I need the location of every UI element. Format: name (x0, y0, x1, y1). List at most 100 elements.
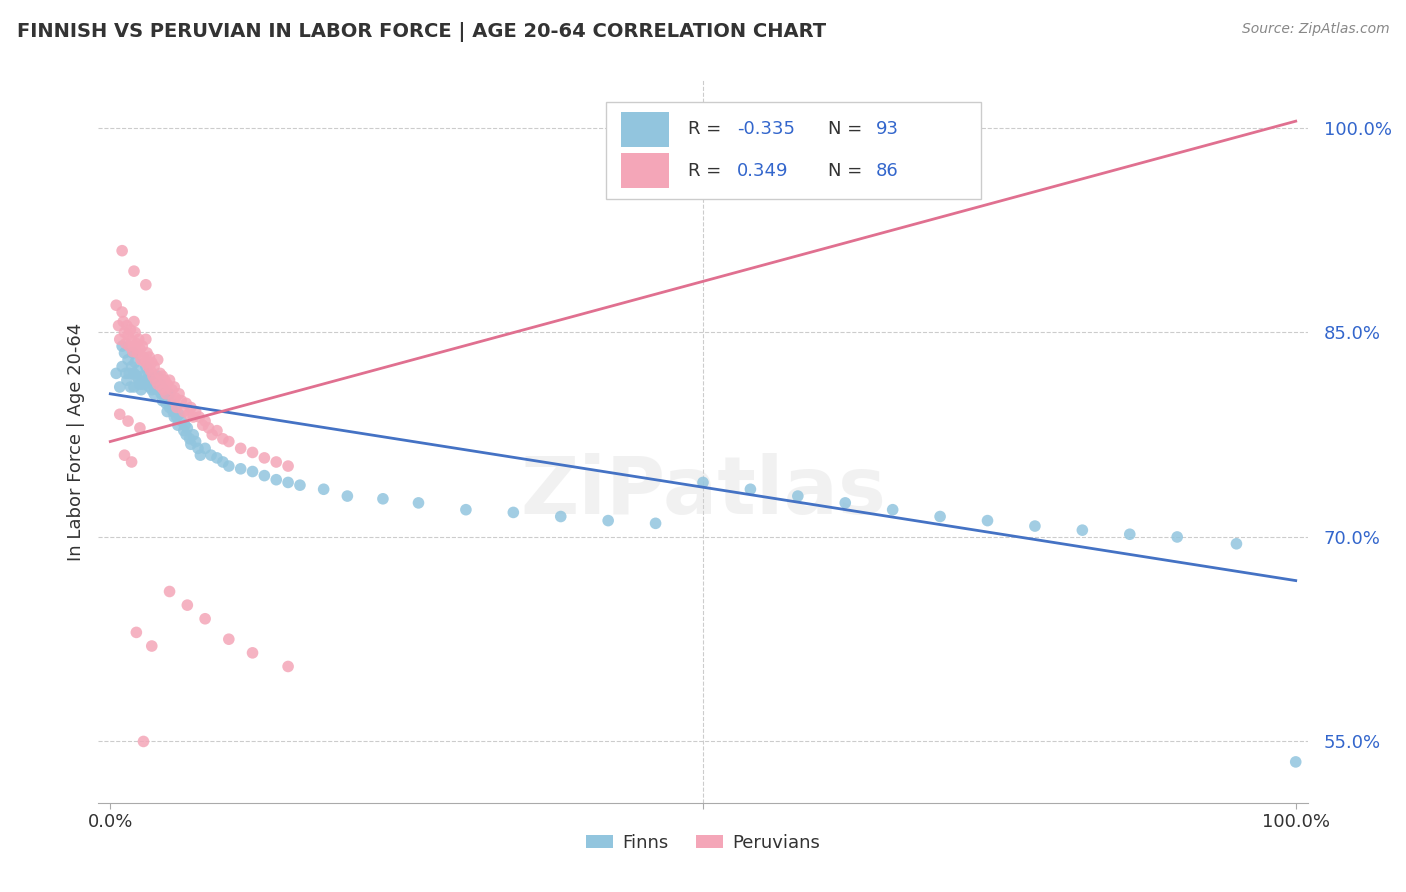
Legend: Finns, Peruvians: Finns, Peruvians (579, 826, 827, 859)
Point (197, 421, 219, 435)
Point (136, 359, 159, 374)
Point (115, 318, 138, 333)
Point (114, 346, 136, 360)
Point (155, 387, 177, 401)
Point (160, 383, 183, 397)
Point (108, 380, 131, 394)
Point (882, 502, 904, 516)
Point (149, 367, 172, 381)
Point (170, 393, 193, 408)
Point (190, 448, 212, 462)
Text: R =: R = (689, 120, 727, 138)
Point (153, 391, 176, 405)
FancyBboxPatch shape (621, 112, 669, 147)
Point (598, 514, 620, 528)
Point (111, 305, 134, 319)
Point (121, 334, 143, 348)
Point (205, 424, 228, 438)
Point (1285, 755, 1308, 769)
Point (108, 332, 131, 346)
Point (150, 380, 173, 394)
Point (114, 326, 136, 340)
Text: -0.335: -0.335 (737, 120, 794, 138)
Point (184, 434, 207, 449)
Point (163, 409, 186, 424)
Point (124, 326, 146, 340)
Point (166, 418, 188, 433)
Point (159, 387, 181, 401)
Point (176, 421, 198, 435)
Point (170, 414, 193, 428)
Point (1071, 523, 1094, 537)
Point (166, 409, 188, 424)
Point (111, 339, 134, 353)
Text: 0.349: 0.349 (737, 161, 789, 179)
Point (229, 462, 252, 476)
Point (212, 455, 235, 469)
Point (194, 414, 217, 428)
Point (121, 344, 143, 359)
Point (111, 244, 134, 258)
Point (105, 298, 128, 312)
Point (194, 442, 217, 456)
Point (174, 396, 197, 410)
Point (131, 369, 153, 384)
Point (132, 377, 155, 392)
Point (135, 373, 157, 387)
Point (277, 459, 299, 474)
Point (150, 387, 173, 401)
Point (117, 352, 139, 367)
Point (135, 277, 157, 292)
Point (152, 369, 174, 384)
Point (138, 350, 160, 364)
Point (159, 584, 181, 599)
Point (127, 364, 149, 378)
Point (174, 427, 197, 442)
Point (125, 369, 148, 384)
Point (122, 367, 145, 381)
Point (121, 359, 143, 374)
Point (135, 359, 157, 374)
Point (146, 352, 169, 367)
Point (176, 598, 198, 612)
Point (120, 380, 142, 394)
Point (114, 448, 136, 462)
Point (127, 346, 149, 360)
Text: Source: ZipAtlas.com: Source: ZipAtlas.com (1241, 22, 1389, 37)
Point (181, 409, 204, 424)
Point (242, 445, 264, 459)
Point (264, 455, 287, 469)
Point (152, 383, 174, 397)
Point (129, 342, 152, 356)
Point (159, 401, 181, 415)
Point (454, 502, 477, 516)
Point (229, 442, 252, 456)
Point (550, 509, 572, 524)
Point (156, 404, 179, 418)
Point (142, 369, 165, 384)
Text: N =: N = (828, 161, 868, 179)
Point (153, 373, 176, 387)
Point (160, 396, 183, 410)
Point (191, 418, 214, 433)
Point (163, 380, 186, 394)
Point (118, 339, 141, 353)
Point (105, 367, 128, 381)
Point (107, 318, 129, 333)
Point (141, 383, 163, 397)
FancyBboxPatch shape (606, 102, 981, 200)
Point (180, 401, 202, 415)
Point (173, 424, 195, 438)
Point (114, 336, 136, 351)
Point (200, 448, 222, 462)
Point (112, 315, 135, 329)
Point (138, 380, 160, 394)
Point (177, 407, 200, 421)
Point (167, 387, 190, 401)
Y-axis label: In Labor Force | Age 20-64: In Labor Force | Age 20-64 (66, 322, 84, 561)
Point (136, 367, 159, 381)
Point (132, 734, 155, 748)
Point (929, 509, 952, 524)
Point (336, 489, 359, 503)
Point (253, 450, 276, 465)
